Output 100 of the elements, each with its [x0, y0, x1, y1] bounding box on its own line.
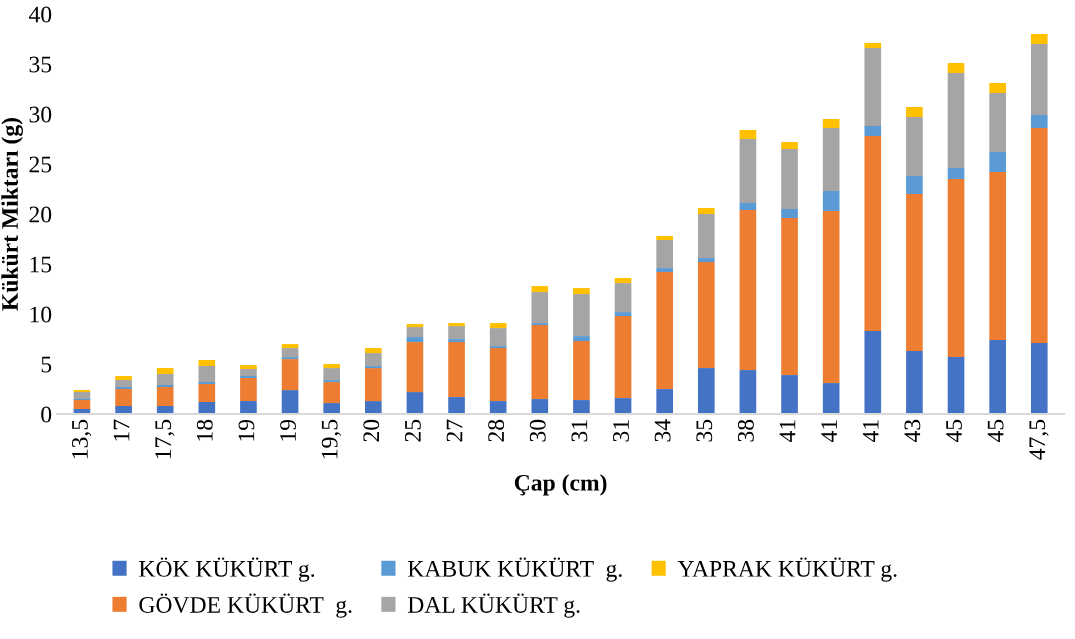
bar: [947, 179, 965, 358]
bar: [781, 209, 798, 219]
bar: [364, 368, 382, 402]
bar: [864, 331, 882, 415]
bar: [573, 336, 590, 342]
bar: [947, 73, 965, 169]
x-tick-label: 45: [946, 419, 962, 443]
y-tick-label: 20: [29, 206, 52, 223]
bar: [1030, 128, 1048, 344]
bar: [781, 218, 798, 376]
bar: [656, 268, 673, 273]
bar: [822, 128, 840, 192]
bar: [198, 382, 216, 385]
bar: [406, 324, 424, 328]
bar: [739, 210, 757, 371]
bar: [573, 341, 590, 401]
x-tick-label: 19: [280, 419, 296, 441]
bar: [906, 117, 923, 177]
bar: [906, 176, 923, 195]
bar: [156, 368, 174, 375]
x-tick-label: 17: [113, 419, 130, 441]
bar: [531, 325, 549, 400]
bar: [240, 376, 257, 379]
x-axis-title: Çap (cm): [514, 474, 607, 496]
bar: [989, 152, 1006, 173]
y-tick-label: 10: [30, 306, 52, 323]
bar: [323, 368, 341, 381]
bar: [406, 327, 424, 338]
bar: [822, 119, 840, 129]
y-tick-label: 40: [28, 6, 52, 23]
bar: [573, 400, 590, 415]
bar: [281, 359, 299, 391]
x-tick-label: 47,5: [1029, 419, 1049, 460]
x-tick-label: 19,5: [321, 419, 341, 459]
bar: [115, 389, 132, 407]
bar: [614, 398, 632, 415]
bar: [198, 384, 216, 403]
bar: [656, 272, 673, 390]
bar: [240, 378, 257, 402]
bar: [323, 380, 341, 383]
bar: [656, 236, 673, 241]
bar: [781, 375, 798, 415]
bar: [489, 346, 507, 349]
x-tick-label: 41: [821, 420, 837, 443]
bar: [656, 389, 673, 415]
bar: [697, 262, 715, 369]
bar: [739, 139, 757, 204]
bar: [864, 48, 882, 127]
bar: [614, 316, 632, 399]
bar: [281, 357, 299, 360]
y-tick-label: 15: [30, 256, 52, 273]
bar: [781, 142, 798, 150]
bar: [739, 370, 757, 415]
bar: [489, 401, 507, 415]
bar: [614, 312, 632, 317]
x-tick-label: 41: [779, 420, 796, 443]
bar: [73, 390, 91, 393]
bar: [614, 278, 632, 284]
x-tick-label: 34: [654, 419, 671, 442]
bar: [448, 342, 465, 398]
bar: [448, 326, 465, 340]
bar: [822, 191, 840, 212]
x-tick-label: 28: [488, 419, 505, 442]
bar: [156, 387, 174, 407]
bar: [156, 385, 174, 388]
bar: [73, 400, 91, 410]
bar: [822, 211, 840, 384]
bar: [989, 83, 1006, 94]
bar: [531, 292, 549, 324]
bar: [906, 107, 923, 118]
bar: [739, 130, 757, 140]
bar: [1030, 44, 1048, 116]
bar: [531, 286, 549, 293]
bar: [1030, 115, 1048, 129]
bar: [989, 340, 1006, 415]
y-tick-label: 0: [41, 406, 52, 423]
x-tick-label: 13,5: [71, 419, 92, 459]
y-axis-title: Kükürt Miktarı (g): [1, 118, 23, 311]
x-tick-label: 31: [571, 420, 588, 442]
bar: [947, 63, 965, 74]
bar: [281, 348, 299, 358]
bar: [323, 382, 341, 404]
bar: [198, 366, 216, 383]
x-tick-label: 31: [613, 420, 629, 442]
bar: [73, 392, 91, 400]
y-tick-label: 30: [29, 106, 52, 123]
bar: [531, 399, 549, 415]
bar: [489, 323, 507, 329]
bar: [364, 401, 382, 415]
bar: [781, 149, 798, 210]
bar: [489, 328, 507, 347]
bar: [281, 390, 299, 415]
bar: [947, 357, 965, 415]
bar: [364, 353, 382, 367]
x-tick-label: 25: [404, 419, 421, 442]
bar: [115, 376, 132, 381]
bar: [406, 337, 424, 343]
y-tick-label: 25: [29, 156, 52, 173]
legend-label: KABUK KÜKÜRT g.: [407, 557, 622, 582]
y-tick-label: 35: [29, 56, 52, 73]
